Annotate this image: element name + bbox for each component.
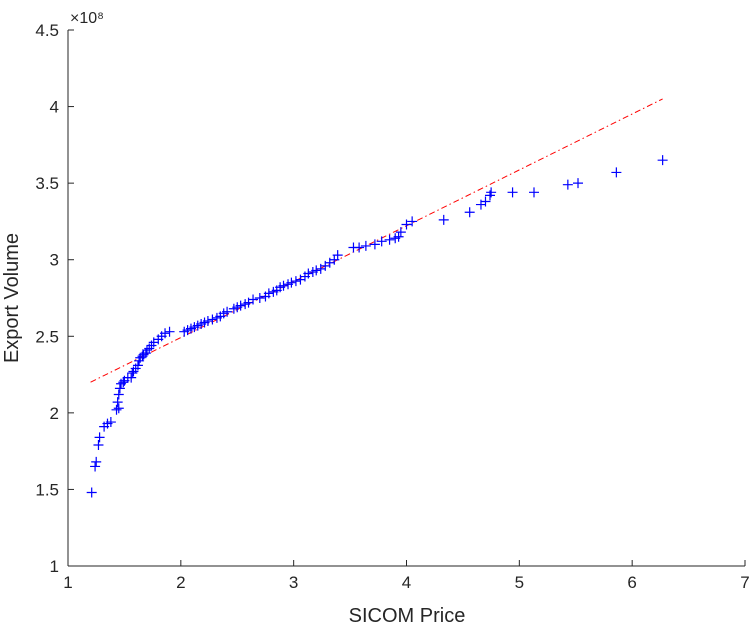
data-point [464,207,475,218]
y-exponent-label: ×10⁸ [70,10,104,27]
data-point [507,187,518,198]
data-point [376,236,387,247]
data-point [118,377,129,388]
y-tick-label: 2.5 [35,327,59,346]
data-point [113,403,124,414]
data-point [278,280,289,291]
data-point [112,397,123,408]
plot-area [68,30,745,566]
data-point [657,155,668,166]
reference-line-layer [90,98,663,383]
data-point [395,227,406,238]
data-point [132,360,143,371]
data-point [401,219,412,230]
data-point [254,293,265,303]
data-point [384,234,395,245]
y-tick-label: 2 [50,404,59,423]
y-tick-label: 3 [50,251,59,270]
y-tick-label: 1 [50,557,59,576]
y-axis-title: Export Volume [1,233,23,363]
data-point [248,294,259,305]
data-point [114,383,125,394]
x-tick-label: 1 [63,573,72,592]
data-point [407,216,418,227]
data-point [311,265,322,276]
data-point [480,196,491,207]
x-tick-label: 5 [515,573,524,592]
data-point [111,404,122,415]
data-point [235,300,246,311]
x-tick-label: 7 [740,573,749,592]
data-point [90,461,101,472]
data-point [529,187,540,198]
data-point [105,417,116,428]
data-point [573,178,584,189]
axes: 1 2 3 4 5 6 7 1 1.5 2 2.5 3 3.5 4 4.5 [35,21,749,592]
reference-line [90,98,663,383]
data-point [286,277,297,288]
data-point [369,239,380,250]
data-point [263,288,274,299]
data-point [207,314,218,325]
x-tick-label: 3 [289,573,298,592]
data-point [354,242,365,253]
plot-background [68,30,745,566]
data-point [126,372,137,383]
data-point [141,345,152,356]
data-point [202,315,213,326]
y-tick-label: 1.5 [35,480,59,499]
x-tick-label: 2 [176,573,185,592]
data-point [91,456,102,467]
data-point [164,326,175,337]
data-point [360,240,371,251]
data-point [290,276,301,287]
data-point [393,231,404,242]
data-point [562,179,573,190]
x-tick-label: 4 [402,573,411,592]
data-point [222,306,233,317]
data-point [94,432,105,443]
data-point [93,440,104,451]
y-tick-label: 4 [50,98,59,117]
data-point [486,187,497,198]
data-point [438,214,449,225]
data-point [86,487,97,498]
y-tick-label: 4.5 [35,21,59,40]
data-point [160,328,171,339]
y-tick-label: 3.5 [35,174,59,193]
data-point [332,250,343,261]
data-point [113,389,124,400]
x-axis-title: SICOM Price [349,605,466,627]
data-points [86,155,668,498]
x-tick-label: 6 [627,573,636,592]
data-point [303,268,314,279]
data-point [611,167,622,178]
